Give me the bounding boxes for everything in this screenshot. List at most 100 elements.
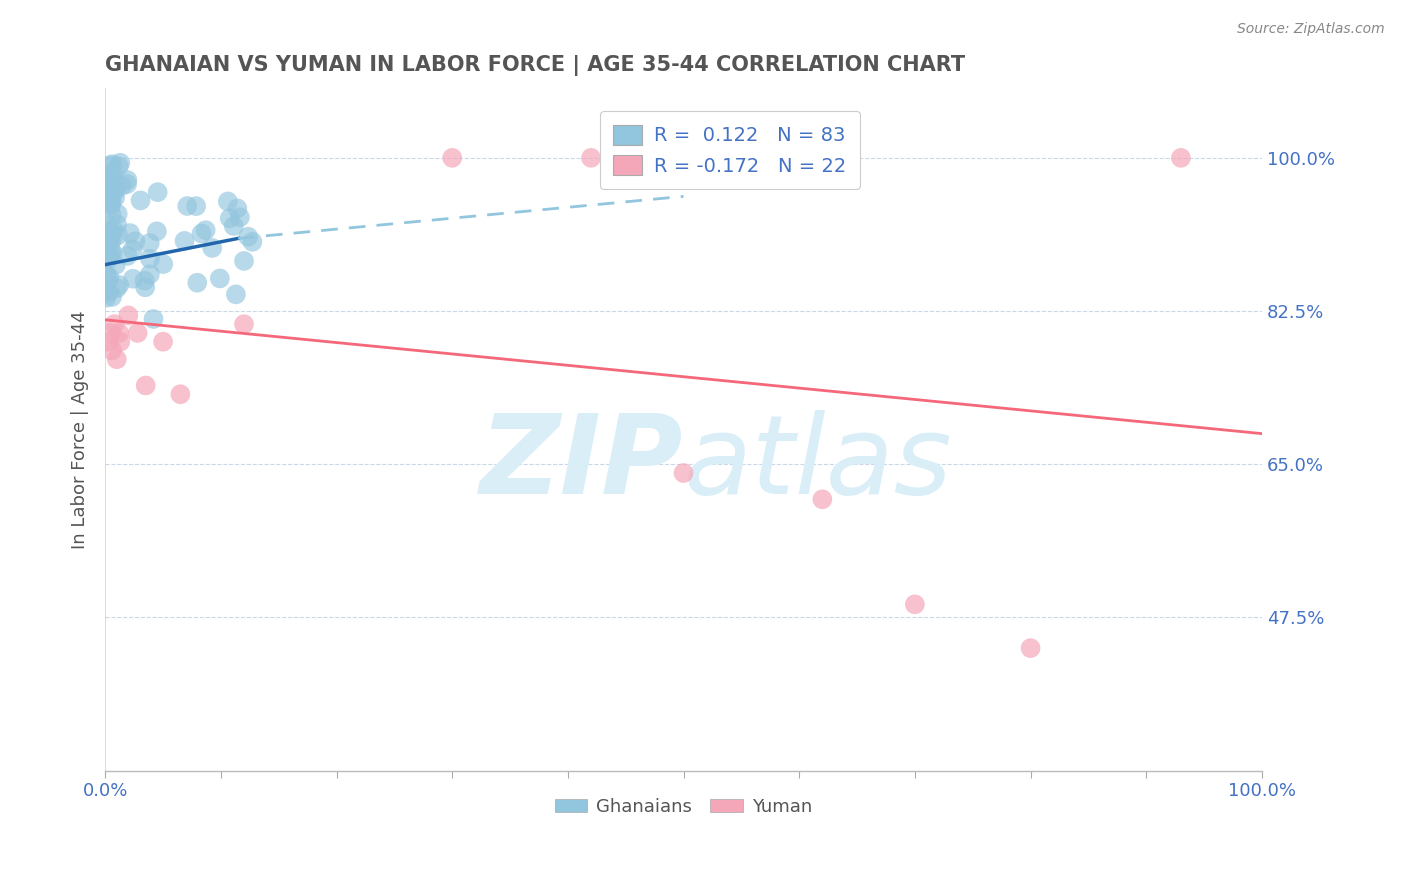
Point <box>97 285 120 300</box>
Point <box>104 258 127 272</box>
Text: atlas: atlas <box>683 410 952 516</box>
Point <box>101 157 124 171</box>
Point <box>96 272 118 286</box>
Text: ZIP: ZIP <box>479 410 683 516</box>
Point <box>100 192 122 206</box>
Point <box>139 268 162 282</box>
Point <box>103 223 125 237</box>
Point <box>152 334 174 349</box>
Point <box>118 226 141 240</box>
Point <box>110 155 132 169</box>
Point <box>103 317 125 331</box>
Point <box>96 218 118 232</box>
Point <box>115 177 138 191</box>
Point <box>100 199 122 213</box>
Point <box>186 276 208 290</box>
Point <box>100 227 122 241</box>
Point <box>124 235 146 249</box>
Point <box>117 249 139 263</box>
Point <box>98 182 121 196</box>
Point <box>96 284 118 298</box>
Point <box>184 199 207 213</box>
Point <box>226 202 249 216</box>
Point <box>904 598 927 612</box>
Y-axis label: In Labor Force | Age 35-44: In Labor Force | Age 35-44 <box>72 310 89 549</box>
Point <box>107 160 129 174</box>
Point <box>121 243 143 257</box>
Point <box>110 334 132 349</box>
Point <box>111 178 134 193</box>
Point <box>96 172 118 186</box>
Point <box>98 189 121 203</box>
Point <box>134 274 156 288</box>
Point <box>96 268 118 282</box>
Point <box>233 317 256 331</box>
Point <box>100 195 122 210</box>
Text: GHANAIAN VS YUMAN IN LABOR FORCE | AGE 35-44 CORRELATION CHART: GHANAIAN VS YUMAN IN LABOR FORCE | AGE 3… <box>105 55 966 76</box>
Point <box>117 173 139 187</box>
Point <box>139 252 162 266</box>
Point <box>441 151 464 165</box>
Point <box>117 309 139 323</box>
Point <box>96 186 118 201</box>
Point <box>100 224 122 238</box>
Point <box>98 179 121 194</box>
Point <box>101 168 124 182</box>
Point <box>122 272 145 286</box>
Point <box>1019 641 1042 656</box>
Point <box>101 245 124 260</box>
Point <box>97 243 120 257</box>
Point <box>201 241 224 255</box>
Point <box>579 151 602 165</box>
Point <box>98 159 121 173</box>
Point <box>127 326 149 340</box>
Point <box>98 232 121 246</box>
Point <box>173 234 195 248</box>
Point <box>229 211 252 225</box>
Point <box>98 270 121 285</box>
Point <box>233 254 256 268</box>
Point <box>96 291 118 305</box>
Point <box>217 194 239 209</box>
Point <box>135 378 157 392</box>
Point <box>103 185 125 199</box>
Text: Source: ZipAtlas.com: Source: ZipAtlas.com <box>1237 22 1385 37</box>
Point <box>101 343 124 358</box>
Point <box>98 241 121 255</box>
Point <box>1170 151 1192 165</box>
Point <box>152 257 174 271</box>
Point <box>104 190 127 204</box>
Point <box>98 176 121 190</box>
Point <box>107 207 129 221</box>
Point <box>97 247 120 261</box>
Point <box>238 229 260 244</box>
Point <box>100 248 122 262</box>
Point <box>222 219 245 233</box>
Point <box>100 167 122 181</box>
Point <box>98 196 121 211</box>
Point <box>208 271 231 285</box>
Point <box>100 179 122 194</box>
Point <box>225 287 247 301</box>
Point <box>190 227 212 241</box>
Point <box>134 280 156 294</box>
Point <box>139 235 162 250</box>
Point <box>194 223 217 237</box>
Point <box>218 211 240 226</box>
Point <box>105 281 128 295</box>
Point <box>96 231 118 245</box>
Point <box>672 466 695 480</box>
Point <box>105 218 128 232</box>
Point <box>129 194 152 208</box>
Point <box>146 185 169 199</box>
Point <box>101 233 124 247</box>
Point <box>242 235 264 249</box>
Point <box>100 326 122 340</box>
Point <box>104 182 127 196</box>
Point <box>97 334 120 349</box>
Point <box>108 278 131 293</box>
Point <box>811 492 834 507</box>
Legend: Ghanaians, Yuman: Ghanaians, Yuman <box>548 790 820 823</box>
Point <box>97 225 120 239</box>
Point <box>107 228 129 243</box>
